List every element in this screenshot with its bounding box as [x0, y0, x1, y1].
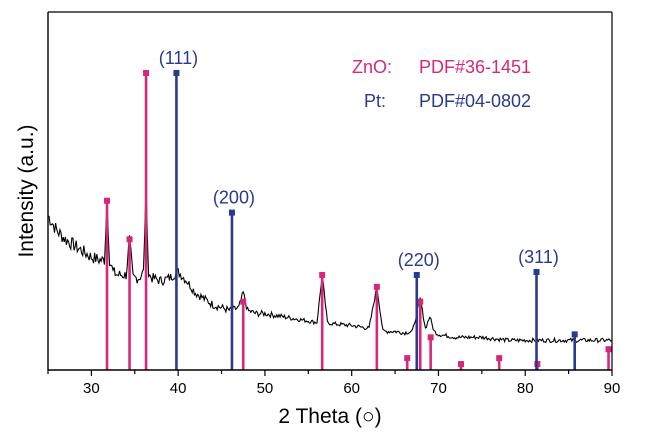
x-tick-label: 50	[257, 380, 274, 397]
zno-reference-marker	[417, 298, 424, 305]
zno-reference-marker	[373, 283, 380, 290]
pt-reference-marker	[413, 271, 420, 278]
x-tick-label: 70	[430, 380, 447, 397]
pt-reference-marker	[571, 331, 578, 338]
xrd-pattern-layer	[47, 183, 613, 344]
x-axis-title: 2 Theta (○)	[278, 405, 381, 428]
peak-index-label: (200)	[213, 188, 255, 208]
y-axis-title: Intensity (a.u.)	[15, 124, 38, 257]
legend-zno-ref: PDF#36-1451	[419, 57, 531, 77]
reference-sticks-layer	[104, 70, 612, 370]
zno-reference-marker	[104, 197, 111, 204]
pt-reference-marker	[173, 70, 180, 76]
x-tick-label: 90	[604, 380, 621, 397]
plot-background	[48, 12, 612, 370]
peak-index-label: (220)	[398, 250, 440, 270]
zno-reference-marker	[427, 334, 434, 341]
zno-reference-marker	[240, 298, 247, 305]
x-tick-label: 40	[170, 380, 187, 397]
peak-index-label: (311)	[518, 247, 559, 267]
peak-index-label: (111)	[159, 48, 198, 68]
peak-labels-layer: (111) (200) (220) (311)	[159, 48, 559, 270]
zno-reference-marker	[143, 70, 150, 76]
zno-reference-marker	[126, 236, 133, 243]
zno-reference-marker	[458, 361, 465, 368]
plot-area	[48, 12, 612, 370]
legend: ZnO: PDF#36-1451 Pt: PDF#04-0802	[352, 57, 531, 111]
xrd-pattern-line	[47, 183, 613, 344]
zno-reference-marker	[319, 271, 326, 278]
pt-reference-marker	[228, 209, 235, 216]
x-tick-label: 80	[517, 380, 534, 397]
legend-pt-label: Pt:	[364, 91, 386, 111]
x-tick-label: 30	[83, 380, 100, 397]
zno-reference-marker	[496, 355, 503, 362]
zno-reference-marker	[404, 355, 411, 362]
legend-zno-label: ZnO:	[352, 57, 392, 77]
x-ticks-layer: 30 40 50 60 70 80 90	[47, 370, 621, 397]
legend-pt-ref: PDF#04-0802	[419, 91, 531, 111]
x-tick-label: 60	[343, 380, 360, 397]
zno-reference-marker	[605, 346, 612, 353]
pt-reference-marker	[533, 268, 540, 275]
